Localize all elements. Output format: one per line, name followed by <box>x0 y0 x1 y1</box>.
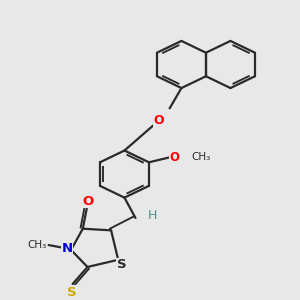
Text: CH₃: CH₃ <box>27 240 46 250</box>
Text: O: O <box>153 114 164 127</box>
Text: S: S <box>67 286 76 299</box>
Text: H: H <box>147 209 157 222</box>
Text: O: O <box>169 151 179 164</box>
Text: CH₃: CH₃ <box>191 152 210 162</box>
Text: O: O <box>82 195 93 208</box>
Text: S: S <box>116 258 126 271</box>
Text: N: N <box>61 242 73 255</box>
